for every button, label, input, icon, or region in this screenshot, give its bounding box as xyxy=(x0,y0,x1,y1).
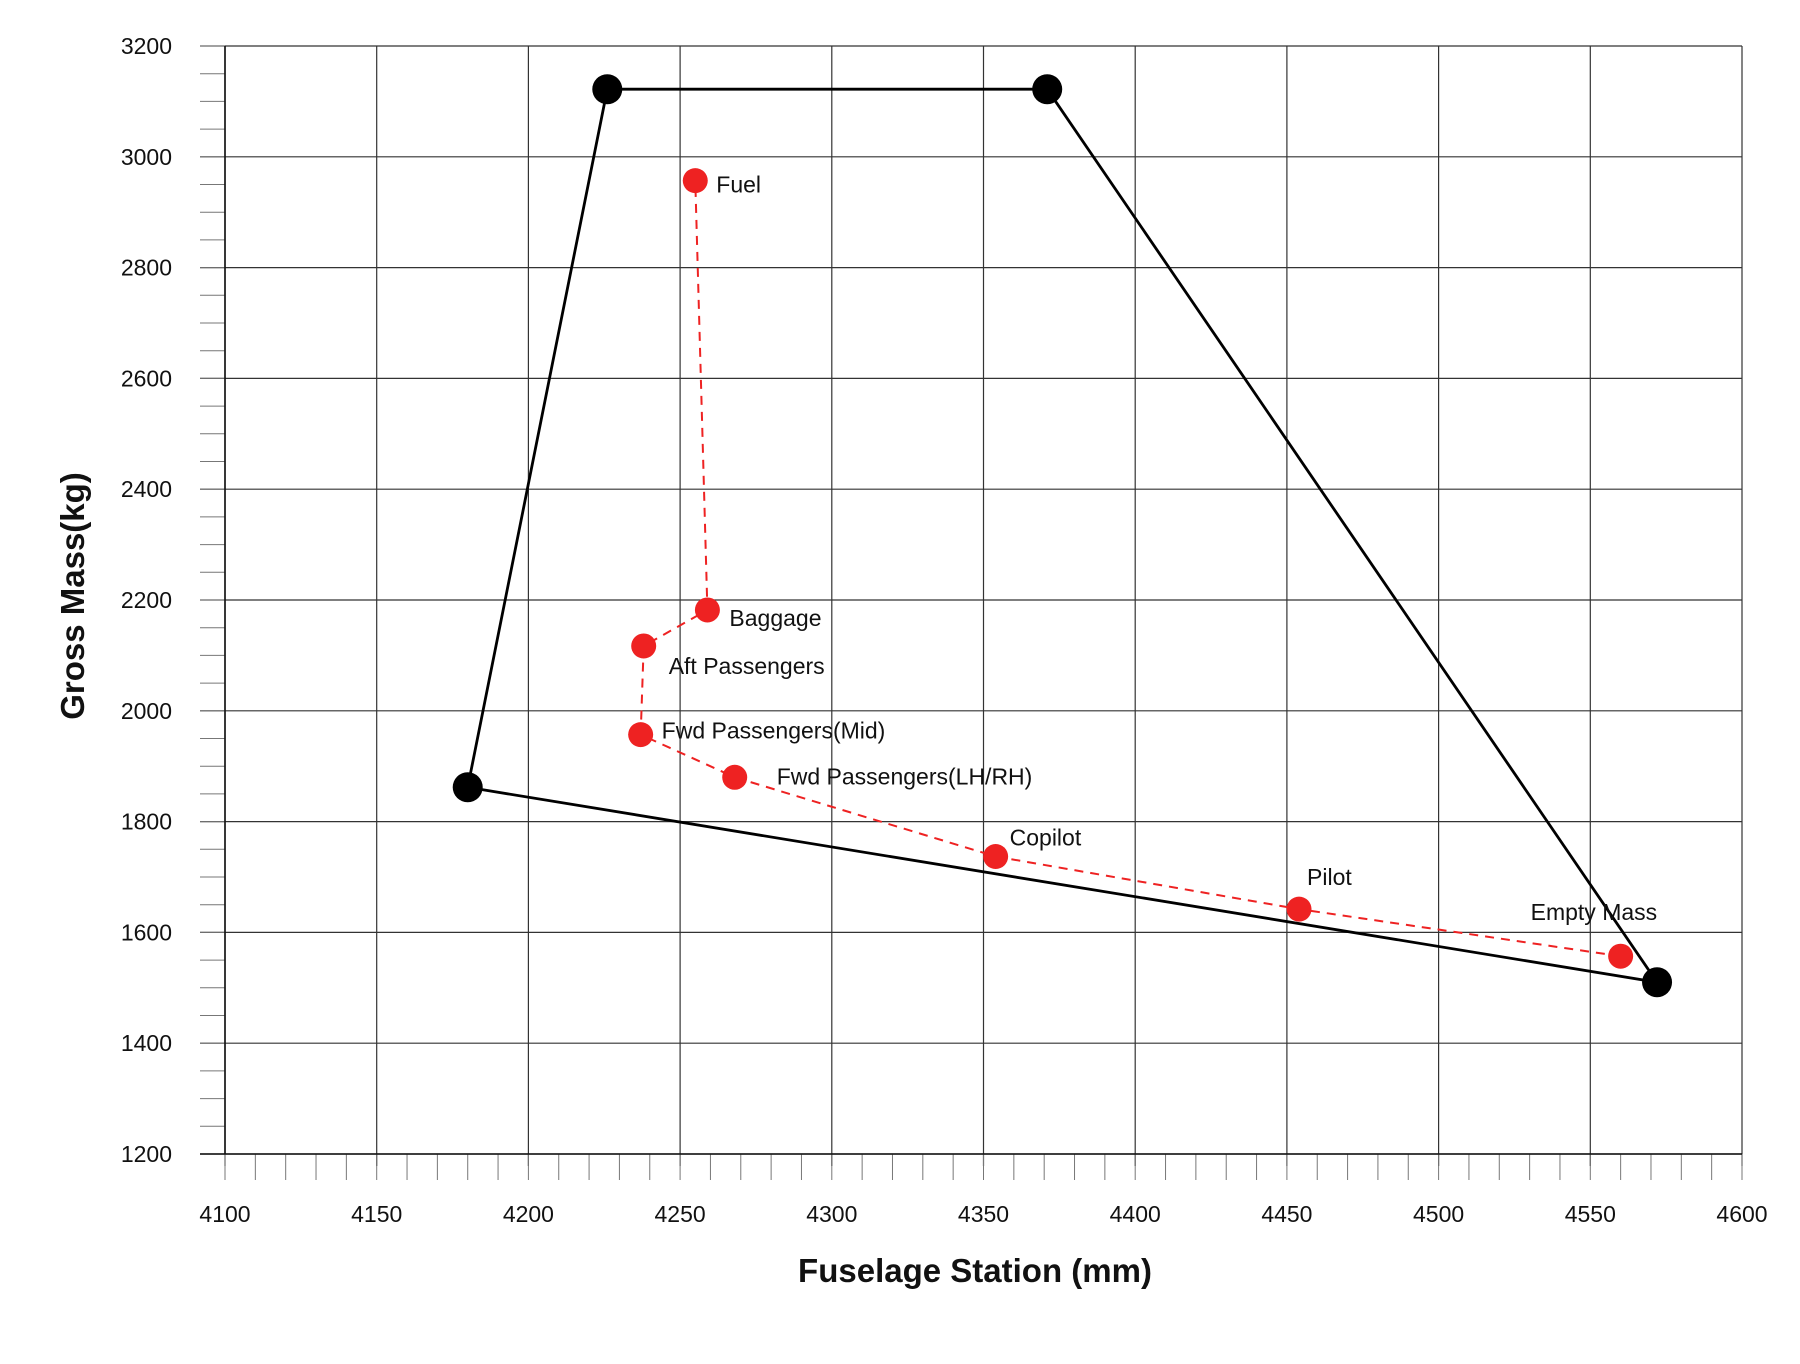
y-tick-label: 3200 xyxy=(121,33,172,59)
x-tick-label: 4500 xyxy=(1413,1201,1464,1227)
y-tick-label: 3000 xyxy=(121,144,172,170)
y-tick-label: 1800 xyxy=(121,809,172,835)
tick-labels: 4100 4150 4200 4250 4300 4350 4400 4450 4500 4550… xyxy=(121,33,1768,1227)
minor-ticks xyxy=(200,45,1743,1180)
x-axis-title: Fuselage Station (mm) xyxy=(798,1252,1152,1289)
point-label: Empty Mass xyxy=(1531,899,1658,925)
envelope-vertex xyxy=(452,772,483,803)
y-axis-title: Gross Mass(kg) xyxy=(54,472,91,720)
loading-point xyxy=(722,764,748,790)
loading-point xyxy=(1286,896,1312,922)
loading-point xyxy=(1608,943,1634,969)
y-tick-label: 2400 xyxy=(121,476,172,502)
x-tick-label: 4250 xyxy=(655,1201,706,1227)
point-label: Aft Passengers xyxy=(669,653,825,679)
loading-point xyxy=(694,597,720,623)
loading-point xyxy=(983,844,1009,870)
y-tick-label: 2800 xyxy=(121,255,172,281)
x-tick-label: 4200 xyxy=(503,1201,554,1227)
y-tick-label: 2600 xyxy=(121,365,172,391)
point-label: Fuel xyxy=(716,172,761,198)
loading-point xyxy=(682,168,708,194)
envelope-vertex xyxy=(1032,74,1063,105)
envelope-vertex xyxy=(1642,967,1673,998)
point-labels: Empty Mass Pilot Copilot Fwd Passengers(LH/… xyxy=(662,172,1658,926)
loading-point xyxy=(628,722,654,748)
y-tick-label: 1200 xyxy=(121,1141,172,1167)
y-tick-label: 1600 xyxy=(121,919,172,945)
point-label: Baggage xyxy=(729,605,821,631)
loading-path xyxy=(628,168,1634,969)
y-tick-label: 2200 xyxy=(121,587,172,613)
point-label: Fwd Passengers(Mid) xyxy=(662,718,886,744)
x-tick-label: 4100 xyxy=(199,1201,250,1227)
x-tick-label: 4550 xyxy=(1565,1201,1616,1227)
axes xyxy=(200,46,1742,1155)
x-tick-label: 4400 xyxy=(1110,1201,1161,1227)
x-tick-label: 4600 xyxy=(1716,1201,1767,1227)
point-label: Pilot xyxy=(1307,864,1352,890)
y-tick-label: 2000 xyxy=(121,698,172,724)
envelope-vertex xyxy=(592,74,623,105)
envelope xyxy=(452,74,1673,998)
y-tick-label: 1400 xyxy=(121,1030,172,1056)
loading-point xyxy=(631,633,657,659)
x-tick-label: 4300 xyxy=(806,1201,857,1227)
point-label: Fwd Passengers(LH/RH) xyxy=(777,763,1033,789)
x-tick-label: 4150 xyxy=(351,1201,402,1227)
grid-lines xyxy=(200,45,1743,1166)
x-tick-label: 4350 xyxy=(958,1201,1009,1227)
x-tick-label: 4450 xyxy=(1261,1201,1312,1227)
point-label: Copilot xyxy=(1010,825,1082,851)
